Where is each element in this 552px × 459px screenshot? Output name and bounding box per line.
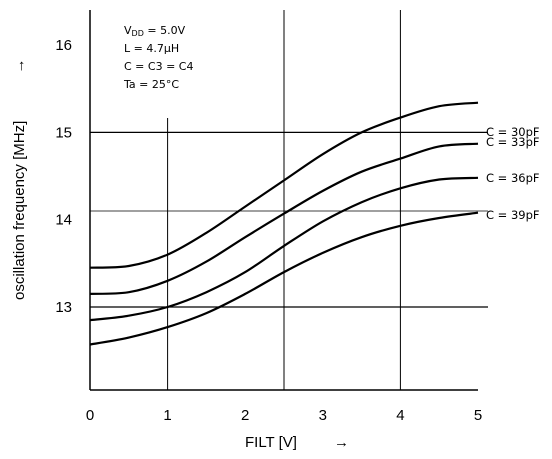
y-tick-label: 16 [55,37,72,54]
y-tick-labels: 13 14 15 16 [55,37,72,316]
y-tick-label: 14 [55,212,72,229]
conditions-block: VDD = 5.0V L = 4.7μH C = C3 = C4 Ta = 25… [123,24,193,91]
series-label: C = 36pF [486,171,540,185]
series-label: C = 39pF [486,208,540,222]
series-line [89,101,479,269]
y-tick-label: 15 [55,124,72,141]
x-axis-title: FILT [V] → [245,434,349,451]
x-tick-label: 1 [163,407,171,424]
x-tick-label: 3 [319,407,327,424]
y-tick-label: 13 [55,299,72,316]
condition-capacitance: C = C3 = C4 [124,60,193,73]
series-line [89,142,479,295]
series-line [89,211,479,346]
x-tick-label: 2 [241,407,249,424]
condition-vdd: VDD = 5.0V [124,24,186,38]
series-lines [89,101,479,346]
condition-temperature: Ta = 25°C [123,78,179,91]
x-tick-label: 4 [396,407,404,424]
y-axis-title: oscillation frequency [MHz] → [11,59,28,301]
x-axis-arrow-icon: → [334,434,349,451]
x-tick-label: 0 [86,407,94,424]
x-axis-label: FILT [V] [245,434,297,451]
condition-inductance: L = 4.7μH [124,42,179,55]
series-line [89,176,479,322]
series-label: C = 30pF [486,125,540,139]
series-label: C = 33pF [486,135,540,149]
x-tick-labels: 0 1 2 3 4 5 [86,407,482,424]
x-tick-label: 5 [474,407,482,424]
y-axis-arrow-icon: → [11,59,28,74]
y-axis-label: oscillation frequency [MHz] [11,121,28,300]
